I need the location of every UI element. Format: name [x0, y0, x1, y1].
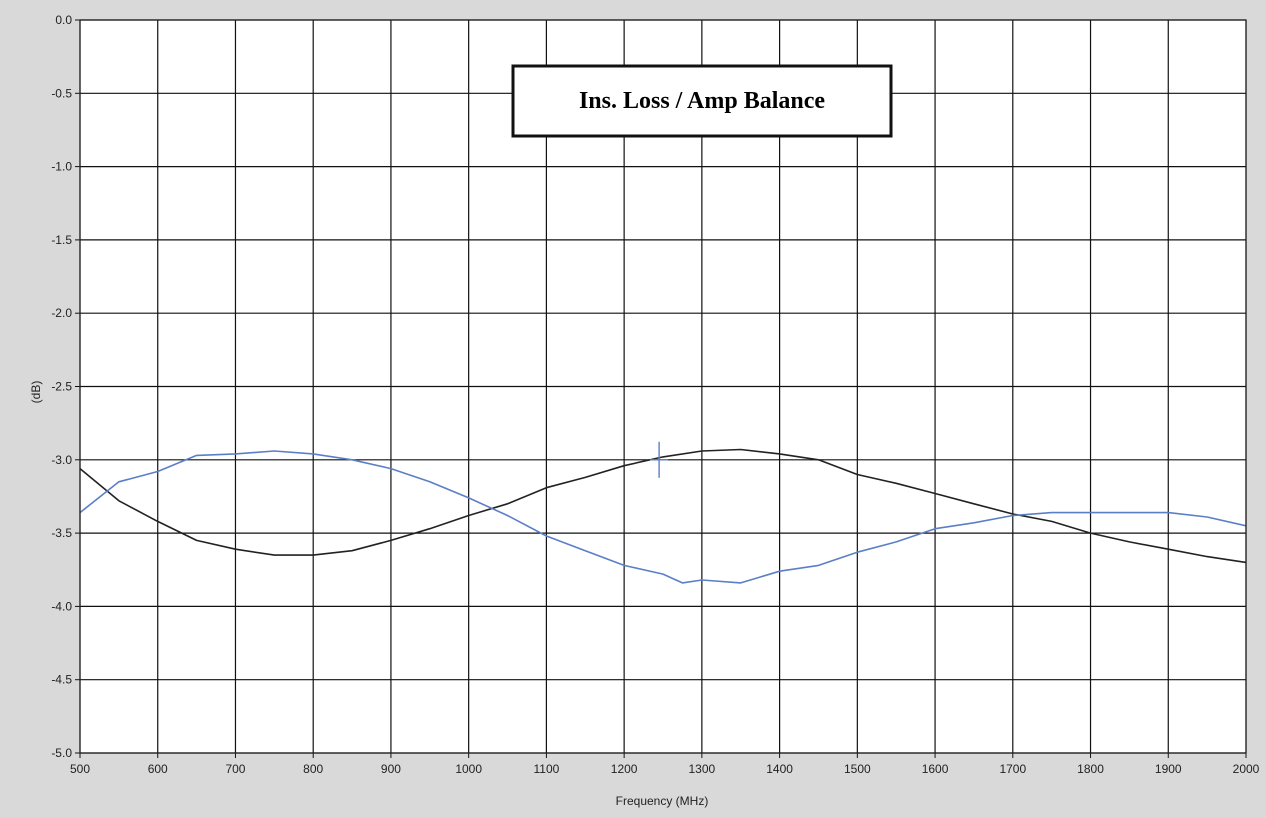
title-box: Ins. Loss / Amp Balance: [511, 64, 893, 138]
x-tick-label: 1200: [611, 762, 638, 776]
y-tick-label: -2.0: [51, 306, 72, 320]
y-tick-label: 0.0: [55, 13, 72, 27]
title-box-frame: [511, 64, 893, 138]
x-tick-label: 1900: [1155, 762, 1182, 776]
series-group: [79, 448, 1247, 584]
y-tick-label: -0.5: [51, 86, 72, 100]
y-tick-label: -4.5: [51, 673, 72, 687]
y-tick-label: -1.0: [51, 160, 72, 174]
y-tick-label: -1.5: [51, 233, 72, 247]
series-line-2: [79, 450, 1247, 584]
y-tick-label: -4.0: [51, 599, 72, 613]
x-tick-label: 1300: [689, 762, 716, 776]
x-tick-label: 1800: [1077, 762, 1104, 776]
y-axis-title: (dB): [29, 381, 43, 404]
x-tick-label: 1500: [844, 762, 871, 776]
y-tick-label: -2.5: [51, 380, 72, 394]
y-tick-label: -5.0: [51, 746, 72, 760]
x-tick-label: 1600: [922, 762, 949, 776]
x-axis-ticks: 500 600 700 800 900 1000 1100 1200 1300 1400 1500 1…: [70, 753, 1260, 776]
x-tick-label: 900: [381, 762, 401, 776]
x-tick-label: 800: [303, 762, 323, 776]
x-tick-label: 1000: [455, 762, 482, 776]
x-tick-label: 1700: [999, 762, 1026, 776]
y-tick-label: -3.5: [51, 526, 72, 540]
series-line-1: [79, 448, 1247, 564]
y-axis-ticks: 0.0 -0.5 -1.0 -1.5 -2.0 -2.5 -3.0 -3.5 -4.0 -4.5 -…: [51, 13, 80, 760]
x-tick-label: 2000: [1233, 762, 1260, 776]
cursor-marker-group: [650, 441, 669, 478]
x-tick-label: 600: [148, 762, 168, 776]
x-tick-label: 1400: [766, 762, 793, 776]
plot-frame: [79, 19, 1247, 754]
x-tick-label: 1100: [533, 762, 559, 776]
x-tick-label: 500: [70, 762, 90, 776]
chart-title: Ins. Loss / Amp Balance: [579, 88, 825, 114]
x-axis-title: Frequency (MHz): [616, 794, 709, 808]
x-tick-label: 700: [225, 762, 245, 776]
y-tick-label: -3.0: [51, 453, 72, 467]
